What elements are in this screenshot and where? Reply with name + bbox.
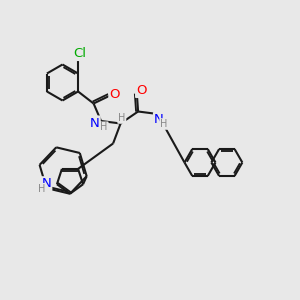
Text: N: N (154, 113, 164, 126)
Text: H: H (100, 122, 108, 132)
Text: H: H (160, 119, 167, 129)
Text: N: N (41, 177, 51, 190)
Text: H: H (118, 113, 125, 123)
Text: O: O (136, 84, 147, 97)
Text: H: H (38, 184, 45, 194)
Text: O: O (109, 88, 120, 101)
Text: N: N (90, 116, 100, 130)
Text: Cl: Cl (74, 47, 87, 60)
